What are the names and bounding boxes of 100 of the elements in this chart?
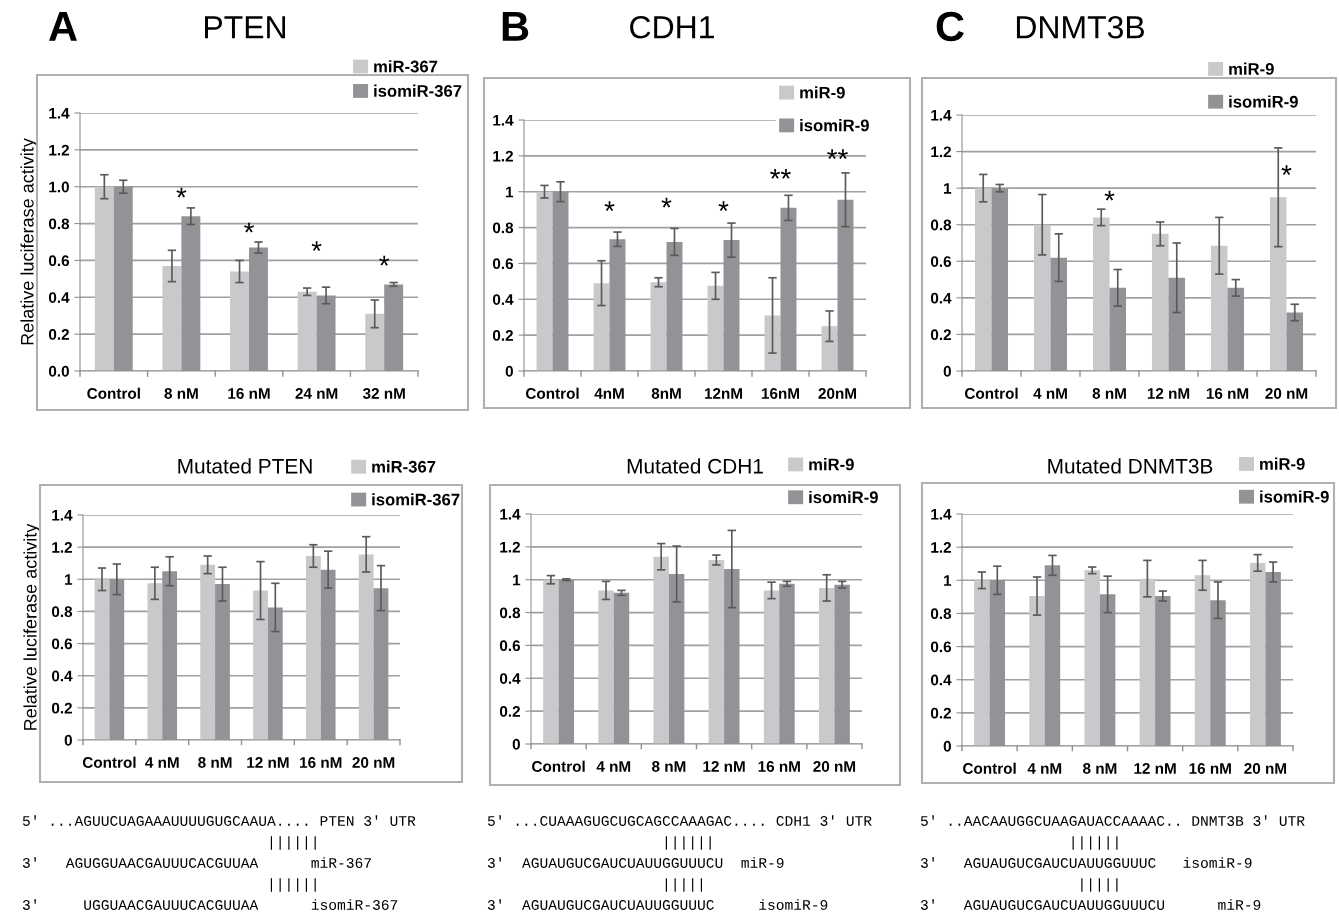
y-tick-label: 0.2 <box>51 702 72 714</box>
x-tick-label: 12 nM <box>1134 763 1176 774</box>
text: |||||| <box>270 878 316 892</box>
text: B <box>502 12 529 41</box>
y-tick-label: 1.2 <box>49 144 69 156</box>
x-tick-label: 4 nM <box>145 757 179 768</box>
y-tick-label: 1 <box>65 574 73 585</box>
y-tick-label: 0.6 <box>51 638 73 650</box>
text: A <box>49 12 77 41</box>
text: 5′ ..AACAAUGGCUAAGAUACCAAAAC.. DNMT3B 3′ UTR <box>920 815 1305 826</box>
annotation: * <box>244 222 254 233</box>
text: 3′ AGUAUGUCGAUCUAUUGGUUUC isomiR-9 <box>487 899 828 910</box>
y-tick-label: 1.2 <box>931 542 951 553</box>
legend-label: miR-9 <box>1229 62 1274 75</box>
x-tick-label: 8 nM <box>1083 763 1117 774</box>
y-tick-label: 1.4 <box>49 108 70 119</box>
y-tick-label: 0.4 <box>48 292 70 303</box>
y-tick-label: 0 <box>64 734 72 746</box>
legend-label: isomiR-9 <box>1260 490 1329 503</box>
x-tick-label: 20 nM <box>1265 388 1308 399</box>
legend-label: isomiR-9 <box>809 490 878 504</box>
y-tick-label: 0.6 <box>492 258 514 270</box>
y-tick-label: 1 <box>944 575 952 586</box>
y-tick-label: 0.2 <box>930 329 951 341</box>
y-tick-label: 1.2 <box>931 146 951 158</box>
y-tick-label: 1.4 <box>52 510 73 521</box>
x-tick-label: 24 nM <box>295 388 338 399</box>
x-tick-label: Control <box>82 756 136 768</box>
y-tick-label: 0.4 <box>492 294 514 305</box>
y-tick-label: 0.4 <box>499 673 521 684</box>
y-tick-label: 1.2 <box>52 542 72 553</box>
y-tick-label: 1 <box>944 183 952 194</box>
annotation: ** <box>770 169 791 179</box>
chart-title: Mutated PTEN <box>178 458 312 474</box>
chart-title: DNMT3B <box>1016 15 1144 39</box>
x-tick-label: 4 nM <box>1027 763 1062 774</box>
y-tick-label: 0.8 <box>492 222 514 234</box>
y-tick-label: 0.4 <box>51 670 73 682</box>
y-tick-label: 1.4 <box>931 110 952 121</box>
y-tick-label: 1.2 <box>500 541 520 553</box>
y-tick-label: 0 <box>943 740 951 752</box>
text: |||||| <box>665 836 711 850</box>
y-tick-label: 0.6 <box>930 256 952 267</box>
annotation: ** <box>827 149 848 160</box>
y-tick-label: 0.2 <box>492 330 513 341</box>
y-tick-label: 1 <box>513 574 521 586</box>
x-tick-label: 4 nM <box>596 761 631 772</box>
text: 3′ AGUAUGUCGAUCUAUUGGUUUCU miR-9 <box>487 857 784 868</box>
x-tick-label: 8 nM <box>652 761 686 772</box>
x-tick-label: Control <box>87 387 140 399</box>
legend-label: isomiR-9 <box>1229 95 1298 108</box>
y-tick-label: 0.2 <box>930 707 951 719</box>
x-tick-label: Control <box>964 387 1018 399</box>
text: 5′ ...AGUUCUAGAAAUUUUGUGCAAUA.... PTEN 3′ UTR <box>22 815 416 826</box>
x-tick-label: 12 nM <box>247 757 289 768</box>
annotation: * <box>176 187 187 198</box>
x-tick-label: 20 nM <box>352 757 395 768</box>
y-tick-label: 0.4 <box>930 674 952 686</box>
y-tick-label: 0 <box>943 365 951 377</box>
text: C <box>936 11 964 42</box>
annotation: * <box>661 197 672 208</box>
text: 3′ AGUAUGUCGAUCUAUUGGUUUC isomiR-9 <box>920 857 1252 868</box>
text: |||||| <box>1072 836 1118 850</box>
y-tick-label: 1.0 <box>49 181 69 193</box>
annotation: * <box>604 201 615 212</box>
annotation: * <box>311 241 322 251</box>
text: 3′ UGGUAACGAUUUCACGUUAA isomiR-367 <box>22 899 398 910</box>
legend-label: miR-367 <box>374 60 438 73</box>
chart-title: CDH1 <box>630 15 714 39</box>
y-tick-label: 0.8 <box>930 608 952 620</box>
legend-label: miR-9 <box>809 458 854 471</box>
annotation: * <box>718 201 729 212</box>
x-tick-label: 8 nM <box>164 388 198 399</box>
x-tick-label: 20nM <box>818 388 857 399</box>
legend-label: isomiR-9 <box>800 119 869 132</box>
legend-label: miR-367 <box>372 460 436 473</box>
x-tick-label: Control <box>532 760 585 772</box>
y-tick-label: 0.6 <box>499 640 521 652</box>
legend-label: isomiR-367 <box>372 493 460 506</box>
y-tick-label: 0.2 <box>48 329 69 340</box>
y-tick-label: 0.8 <box>930 219 952 231</box>
y-axis-title: Relative luciferase activity <box>20 138 38 345</box>
y-axis-title: Relative luciferase activity <box>23 523 41 730</box>
x-tick-label: 16 nM <box>1189 763 1231 774</box>
y-tick-label: 0 <box>505 365 513 377</box>
x-tick-label: Control <box>963 762 1016 774</box>
y-tick-label: 0.6 <box>930 641 952 653</box>
chart-title: Mutated DNMT3B <box>1048 458 1213 474</box>
annotation: * <box>1104 190 1115 201</box>
x-tick-label: Control <box>525 387 579 399</box>
y-tick-label: 1.4 <box>493 115 514 126</box>
y-tick-label: 1.4 <box>500 509 521 520</box>
y-tick-label: 0.4 <box>930 292 952 304</box>
y-tick-label: 1.2 <box>493 150 513 162</box>
legend-label: miR-9 <box>800 86 845 99</box>
x-tick-label: 20 nM <box>1244 763 1287 774</box>
legend-label: isomiR-367 <box>374 84 462 97</box>
text: 3′ AGUAUGUCGAUCUAUUGGUUUCU miR-9 <box>920 899 1261 910</box>
x-tick-label: 4nM <box>594 388 624 399</box>
text: ||||| <box>1081 878 1118 892</box>
